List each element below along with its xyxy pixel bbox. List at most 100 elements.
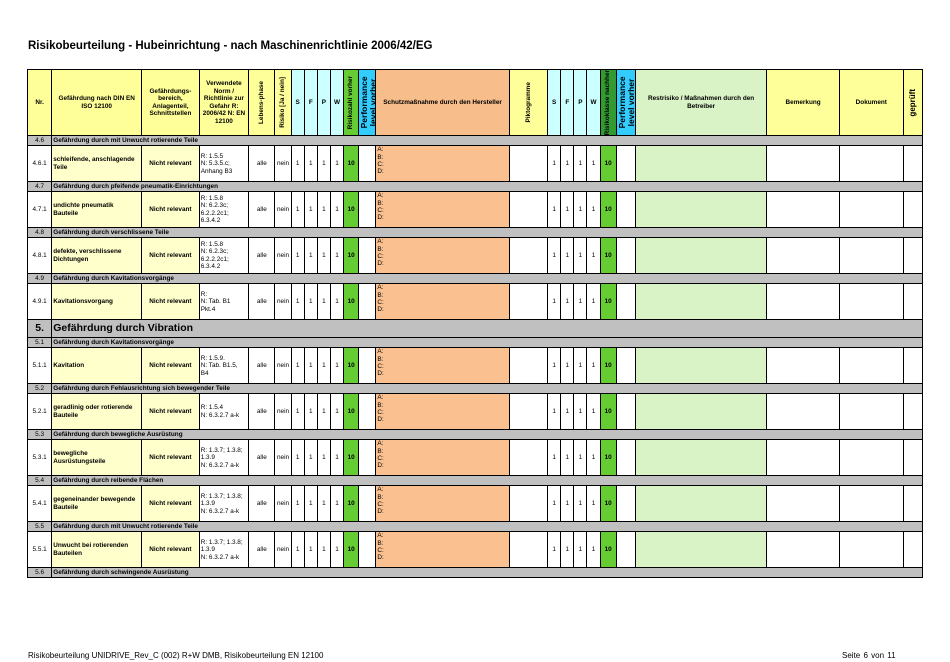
protection-measures: A: B: C: D: xyxy=(375,439,510,477)
score-f-after: 1 xyxy=(560,237,575,275)
score-p-after: 1 xyxy=(573,145,588,183)
header-bemerkung: Bemerkung xyxy=(766,68,840,137)
risk-number-before: 10 xyxy=(343,531,360,569)
norm-line: Pkt.4 xyxy=(200,305,216,313)
header-w2: W xyxy=(586,68,601,137)
performance-level-after xyxy=(615,237,636,275)
remark xyxy=(766,485,840,523)
norm-line: N: Tab. B1 xyxy=(200,298,231,306)
protection-measures: A: B: C: D: xyxy=(375,485,510,523)
risk-flag: nein xyxy=(274,283,292,321)
score-s-after: 1 xyxy=(547,439,562,477)
performance-level-before xyxy=(358,485,377,523)
subsection-title: Gefährdung durch pfeifende pneumatik-Ein… xyxy=(51,181,923,193)
score-f-after: 1 xyxy=(560,283,575,321)
pictograms xyxy=(508,347,549,385)
performance-level-before xyxy=(358,393,377,431)
score-s-after: 1 xyxy=(547,485,562,523)
performance-level-after xyxy=(615,485,636,523)
score-p-after: 1 xyxy=(573,393,588,431)
norm-line: 6.3.4.2 xyxy=(200,263,221,271)
performance-level-after xyxy=(615,145,636,183)
remark xyxy=(766,283,840,321)
subsection-title: Gefährdung durch verschlissene Teile xyxy=(51,227,923,239)
score-f: 1 xyxy=(303,531,318,569)
performance-level-before xyxy=(358,191,377,229)
performance-level-after xyxy=(615,393,636,431)
performance-level-before xyxy=(358,531,377,569)
measure-line: B: xyxy=(377,153,384,161)
table-row: 4.6.1 schleifende, anschlagende Teile Nich… xyxy=(26,145,924,183)
table-row: 5.5.1 Unwucht bei rotierenden Bauteilen Ni… xyxy=(26,531,924,569)
risk-number-before: 10 xyxy=(343,347,360,385)
remark xyxy=(766,393,840,431)
performance-level-after xyxy=(615,531,636,569)
header-f: F xyxy=(303,68,318,137)
hazard-name: Unwucht bei rotierenden Bauteilen xyxy=(51,531,143,569)
measure-line: C: xyxy=(377,500,384,508)
measure-line: A: xyxy=(377,284,384,292)
measure-line: C: xyxy=(377,408,384,416)
risk-number-before: 10 xyxy=(343,145,360,183)
hazard-area: Nicht relevant xyxy=(141,485,200,523)
risk-flag: nein xyxy=(274,191,292,229)
risk-number-before: 10 xyxy=(343,237,360,275)
protection-measures: A: B: C: D: xyxy=(375,531,510,569)
checked xyxy=(902,237,924,275)
score-f-after: 1 xyxy=(560,145,575,183)
norm-line: N: 6.3.2.7 a-k xyxy=(200,553,240,561)
score-f: 1 xyxy=(303,347,318,385)
risk-class-after: 10 xyxy=(599,347,617,385)
life-phase: alle xyxy=(248,237,276,275)
score-w: 1 xyxy=(329,145,345,183)
norm-line: 1.3.9 xyxy=(200,500,215,508)
header-risikozahl: Risikozahl vorher xyxy=(343,68,360,137)
risk-class-after: 10 xyxy=(599,531,617,569)
score-p-after: 1 xyxy=(573,485,588,523)
document xyxy=(838,531,904,569)
measure-line: D: xyxy=(377,507,384,515)
measure-line: C: xyxy=(377,546,384,554)
table-row: 5.2.1 geradlinig oder rotierende Bauteile… xyxy=(26,393,924,431)
checked xyxy=(902,393,924,431)
pictograms xyxy=(508,283,549,321)
score-w: 1 xyxy=(329,347,345,385)
score-p-after: 1 xyxy=(573,531,588,569)
measure-line: D: xyxy=(377,305,384,313)
score-w-after: 1 xyxy=(586,237,601,275)
measure-line: B: xyxy=(377,245,384,253)
subsection-row: 5.6 Gefährdung durch schwingende Ausrüstu… xyxy=(26,567,923,579)
measure-line: A: xyxy=(377,348,384,356)
score-w-after: 1 xyxy=(586,283,601,321)
measure-line: C: xyxy=(377,160,384,168)
score-s-after: 1 xyxy=(547,145,562,183)
performance-level-before xyxy=(358,439,377,477)
measure-line: D: xyxy=(377,259,384,267)
header-s2: S xyxy=(547,68,562,137)
score-w-after: 1 xyxy=(586,439,601,477)
score-w: 1 xyxy=(329,393,345,431)
norm-line: B4 xyxy=(200,369,209,377)
life-phase: alle xyxy=(248,485,276,523)
score-p-after: 1 xyxy=(573,283,588,321)
table-row: 5.3.1 bewegliche Ausrüstungsteile Nicht re… xyxy=(26,439,924,477)
life-phase: alle xyxy=(248,531,276,569)
measure-line: B: xyxy=(377,401,384,409)
subsection-title: Gefährdung durch Fehlausrichtung sich be… xyxy=(51,383,923,395)
header-performance: Performance level vorher xyxy=(358,68,377,137)
row-number: 5.6 xyxy=(26,567,53,579)
checked xyxy=(902,439,924,477)
risk-number-before: 10 xyxy=(343,191,360,229)
row-number: 5.4.1 xyxy=(26,485,53,523)
measure-line: B: xyxy=(377,493,384,501)
norm-line: R: 1.5.8 xyxy=(200,241,224,249)
section-row: 5. Gefährdung durch Vibration xyxy=(26,319,923,339)
remark xyxy=(766,347,840,385)
norm-line: R: 1.5.9. xyxy=(200,354,225,362)
checked xyxy=(902,191,924,229)
risk-class-after: 10 xyxy=(599,283,617,321)
score-w-after: 1 xyxy=(586,347,601,385)
table-row: 4.9.1 Kavitationsvorgang Nicht relevant R: N… xyxy=(26,283,924,321)
table-row: 5.4.1 gegeneinander bewegende Bauteile Nic… xyxy=(26,485,924,523)
footer-page-number: 6 xyxy=(863,651,868,660)
